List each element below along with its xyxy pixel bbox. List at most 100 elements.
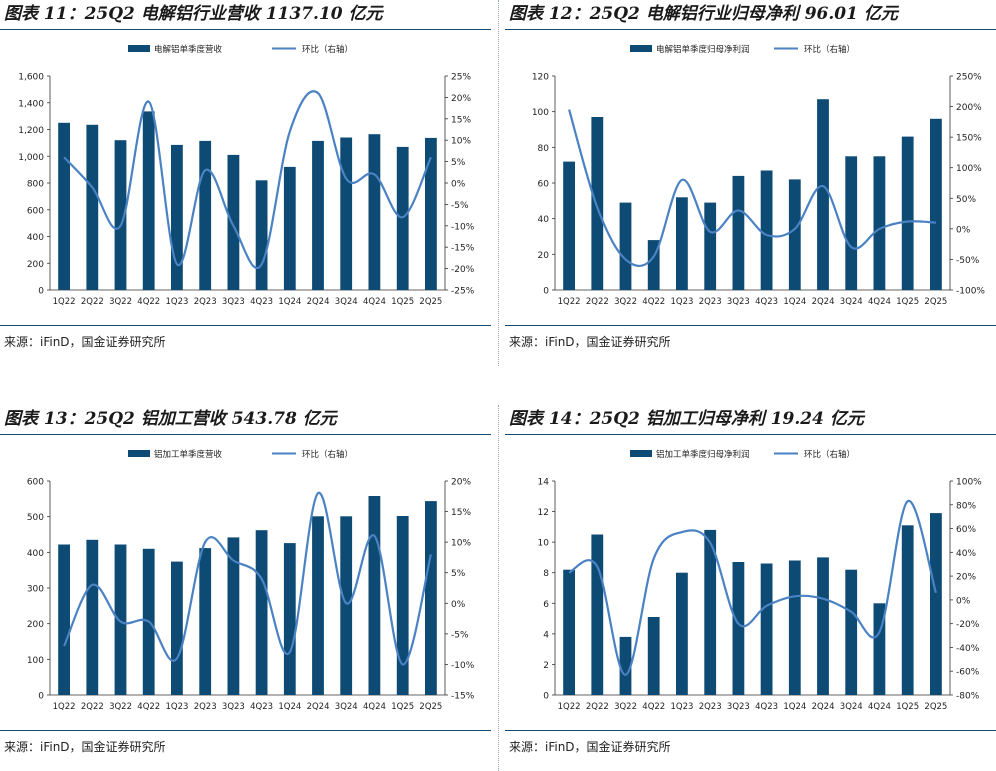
source-note: 来源：iFinD，国金证券研究所 — [4, 740, 166, 754]
y-right-tick-label: 100% — [956, 478, 982, 488]
bar — [368, 496, 381, 695]
legend-bar-label: 电解铝单季度归母净利润 — [656, 44, 750, 55]
x-tick-label: 3Q24 — [840, 297, 863, 307]
x-tick-label: 2Q22 — [586, 297, 609, 307]
bar — [227, 537, 240, 695]
bar — [732, 175, 745, 290]
bar — [901, 525, 914, 695]
bar — [845, 569, 858, 695]
y-left-tick-label: 400 — [27, 233, 44, 243]
bar — [396, 516, 409, 695]
legend-line-label: 环比（右轴） — [302, 449, 353, 460]
y-right-tick-label: 0% — [956, 596, 971, 606]
x-tick-label: 1Q22 — [558, 702, 581, 712]
bar — [283, 166, 296, 290]
y-right-tick-label: -5% — [451, 630, 469, 640]
x-tick-label: 1Q25 — [391, 702, 414, 712]
chart-11: 电解铝单季度营收 环比（右轴） 0 200 400 600 800 1,000 1,200 1,4… — [18, 44, 474, 307]
bar — [619, 636, 632, 695]
chart-title: 图表 11：25Q2 电解铝行业营收 1137.10 亿元 — [4, 4, 383, 24]
x-tick-label: 4Q22 — [642, 702, 665, 712]
x-tick-label: 1Q22 — [53, 702, 76, 712]
y-right-tick-label: 5% — [451, 158, 466, 168]
y-left-tick-label: 0 — [38, 692, 44, 702]
source-rule — [0, 325, 491, 326]
y-left-tick-label: 500 — [27, 513, 44, 523]
title-rule — [505, 434, 996, 435]
legend: 电解铝单季度归母净利润 环比（右轴） — [630, 44, 855, 55]
x-tick-label: 2Q25 — [924, 702, 947, 712]
legend: 电解铝单季度营收 环比（右轴） — [128, 44, 353, 55]
x-tick-label: 2Q23 — [194, 702, 217, 712]
legend-line-label: 环比（右轴） — [302, 44, 353, 55]
x-tick-label: 4Q24 — [363, 702, 386, 712]
bar — [142, 111, 155, 291]
bar — [704, 529, 717, 695]
x-tick-label: 2Q24 — [307, 297, 330, 307]
y-left-tick-label: 2 — [543, 661, 549, 671]
bar — [788, 179, 801, 290]
y-left-tick-label: 8 — [543, 569, 549, 579]
bar — [817, 557, 829, 695]
bar — [58, 544, 70, 695]
bar — [368, 134, 381, 290]
source-note: 来源：iFinD，国金证券研究所 — [4, 335, 166, 349]
bar — [732, 562, 745, 695]
bar — [873, 603, 886, 695]
chart-12: 电解铝单季度归母净利润 环比（右轴） 0 20 40 60 80 100 120 -100% -50… — [532, 44, 986, 307]
y-right-tick-label: 20% — [956, 573, 976, 583]
y-right-tick-label: -100% — [956, 287, 985, 297]
y-left-tick-label: 1,600 — [18, 73, 44, 83]
bar — [171, 561, 183, 695]
x-tick-label: 2Q22 — [81, 702, 104, 712]
bar — [340, 516, 353, 695]
title-rule — [0, 434, 491, 435]
x-tick-label: 1Q22 — [558, 297, 581, 307]
y-right-tick-label: 0% — [956, 225, 971, 235]
y-right-tick-label: -15% — [451, 692, 475, 702]
legend: 铝加工单季度营收 环比（右轴） — [128, 449, 353, 460]
y-left-tick-label: 200 — [27, 620, 44, 630]
y-left-tick-label: 120 — [532, 73, 549, 83]
bar — [647, 617, 660, 695]
y-right-tick-label: 10% — [451, 137, 471, 147]
chart-panel-11: 图表 11：25Q2 电解铝行业营收 1137.10 亿元 电解铝单季度营收 环比… — [0, 0, 491, 361]
y-right-tick-label: -50% — [956, 256, 980, 266]
x-tick-label: 3Q23 — [727, 297, 750, 307]
x-tick-label: 4Q24 — [868, 702, 891, 712]
bar — [312, 516, 324, 695]
chart-title: 图表 12：25Q2 电解铝行业归母净利 96.01 亿元 — [509, 4, 898, 24]
bar — [704, 202, 717, 290]
bar — [86, 539, 99, 695]
x-tick-label: 3Q22 — [614, 702, 637, 712]
y-left-tick-label: 4 — [543, 630, 549, 640]
bar — [227, 154, 240, 290]
column-divider — [498, 405, 499, 771]
x-tick-label: 1Q23 — [671, 297, 694, 307]
x-tick-label: 3Q24 — [335, 297, 358, 307]
x-tick-label: 4Q24 — [868, 297, 891, 307]
bar — [425, 137, 437, 290]
source-note: 来源：iFinD，国金证券研究所 — [509, 335, 671, 349]
bar — [676, 572, 688, 695]
bar — [114, 544, 127, 695]
bar — [114, 140, 127, 290]
y-right-tick-label: 5% — [451, 569, 466, 579]
legend-bar-swatch — [128, 45, 150, 52]
y-left-tick-label: 200 — [27, 260, 44, 270]
y-left-tick-label: 0 — [543, 692, 549, 702]
x-tick-label: 4Q23 — [250, 702, 273, 712]
x-tick-label: 2Q25 — [419, 297, 442, 307]
y-left-tick-label: 600 — [27, 478, 44, 488]
bar — [199, 140, 212, 290]
y-left-tick-label: 20 — [538, 251, 550, 261]
x-tick-label: 1Q25 — [391, 297, 414, 307]
y-right-tick-label: -20% — [956, 620, 980, 630]
bar — [396, 146, 409, 290]
y-right-tick-label: -80% — [956, 692, 980, 702]
bar — [817, 99, 829, 290]
bar — [283, 543, 296, 695]
y-left-tick-label: 10 — [538, 539, 550, 549]
x-tick-label: 4Q23 — [755, 702, 778, 712]
chart-panel-13: 图表 13：25Q2 铝加工营收 543.78 亿元 铝加工单季度营收 环比（右轴… — [0, 405, 491, 766]
